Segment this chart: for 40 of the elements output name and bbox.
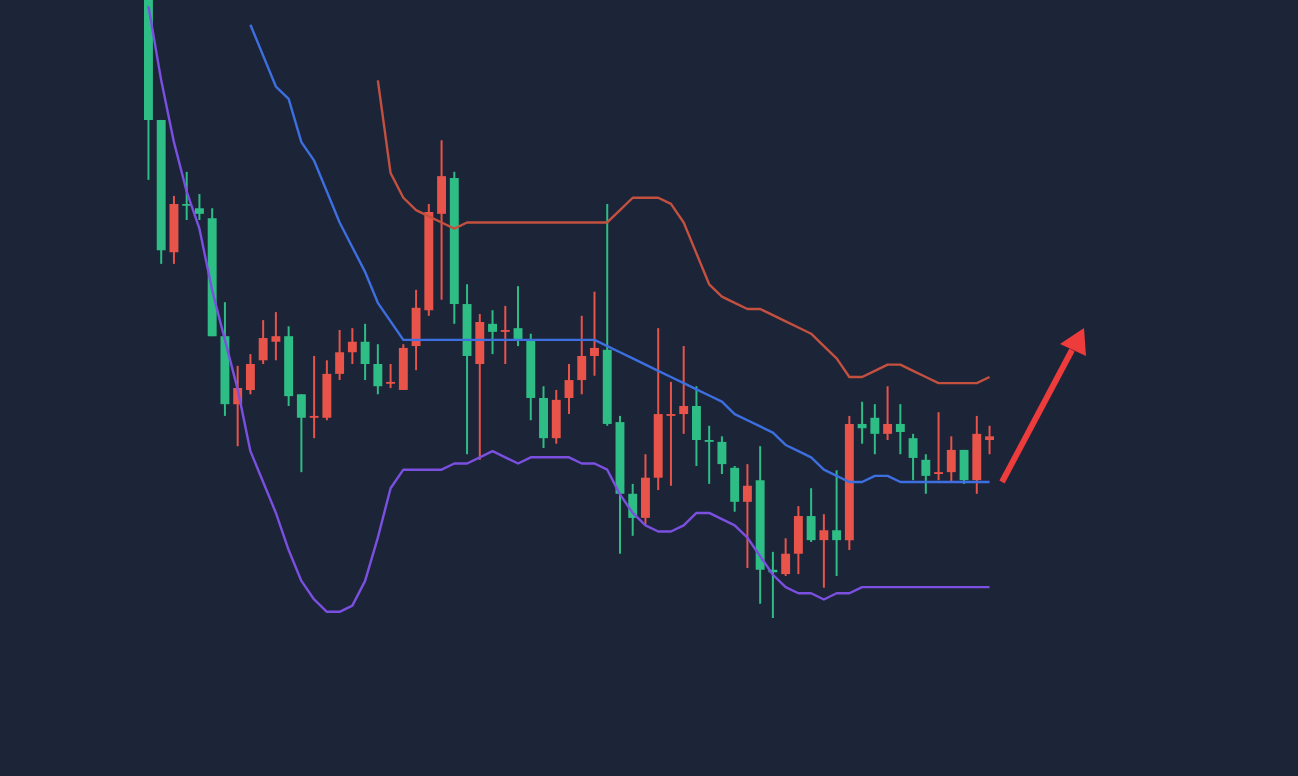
candlestick	[373, 343, 383, 396]
candlestick	[704, 424, 714, 485]
candlestick	[475, 312, 485, 461]
candlestick	[335, 329, 345, 382]
candlestick	[934, 411, 944, 482]
candlestick	[717, 435, 727, 476]
candlestick	[577, 314, 587, 396]
candlestick	[781, 537, 791, 577]
candlestick	[679, 345, 689, 435]
candlestick	[398, 343, 408, 391]
candlestick	[590, 290, 599, 377]
candlestick	[806, 487, 816, 543]
candlestick	[347, 327, 357, 365]
candlestick	[883, 385, 893, 442]
candlestick	[564, 363, 574, 416]
candlestick	[908, 432, 918, 482]
candlestick	[742, 463, 752, 569]
candlestick	[386, 363, 396, 390]
candlestick	[539, 385, 548, 450]
candlestick	[793, 505, 803, 576]
candlestick	[730, 464, 740, 513]
candlestick	[488, 309, 497, 356]
candlestick	[921, 453, 931, 495]
candlestick	[691, 385, 701, 467]
candlestick	[832, 469, 842, 577]
candlestick	[946, 435, 956, 484]
candlestick	[972, 414, 982, 495]
candlestick	[641, 453, 650, 526]
candlestick	[959, 448, 969, 485]
candlestick	[500, 304, 510, 365]
candlestick	[819, 513, 829, 589]
candlestick	[245, 353, 255, 396]
candlestick	[437, 139, 447, 301]
candlestick	[895, 403, 905, 456]
candlestick	[194, 193, 204, 222]
candlestick	[551, 388, 561, 445]
candlestick	[360, 322, 370, 382]
candlestick	[985, 424, 994, 456]
candlestick	[182, 170, 192, 222]
candlestick	[296, 393, 306, 474]
